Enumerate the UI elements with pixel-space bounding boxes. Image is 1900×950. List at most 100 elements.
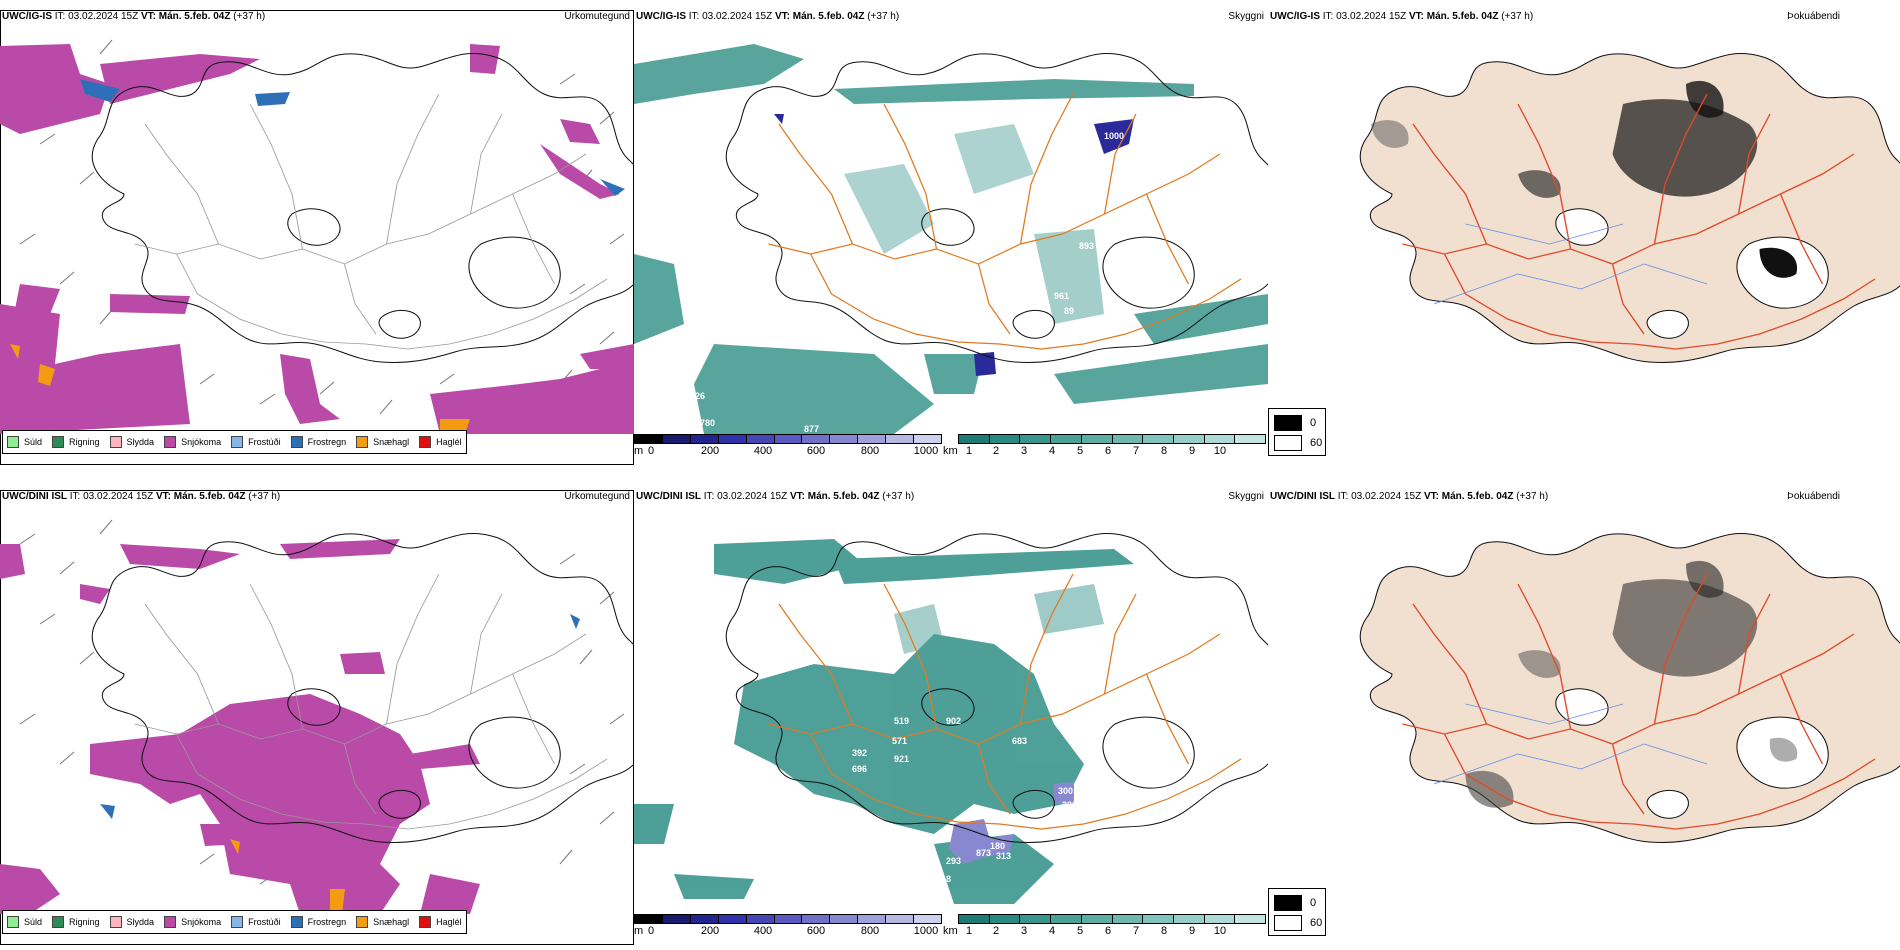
cloud-label: 976 (938, 898, 953, 908)
legend-item: Snjókoma (164, 436, 221, 448)
legend-item: Snæhagl (356, 916, 409, 928)
colorbar-tick: 7 (1132, 445, 1140, 457)
precip-type-map (0, 39, 634, 434)
cloud-label: 902 (946, 716, 961, 726)
cloud-label: 389 (1062, 800, 1077, 810)
legend-swatch (356, 436, 369, 448)
cloud-label: 921 (894, 754, 909, 764)
panel-title: Þokuábendi (1787, 491, 1840, 502)
cloud-label: 392 (852, 748, 867, 758)
fog-legend-row: 60 (1274, 915, 1322, 931)
precip-type-map (0, 519, 634, 914)
colorbar-tick: 8 (1160, 445, 1168, 457)
legend-item: Frostregn (290, 436, 346, 448)
colorbar-tick: 6 (1104, 445, 1112, 457)
legend-swatch (109, 436, 122, 448)
precip-type-panel-1: UWC/IG-IS IT: 03.02.2024 15Z VT: Mán. 5.… (0, 10, 634, 465)
legend-item: Frostregn (290, 916, 346, 928)
colorbar-tick: 2 (992, 925, 1000, 937)
colorbar-tick: 5 (1076, 925, 1084, 937)
colorbar-tick: 400 (753, 445, 773, 457)
panel-header: UWC/DINI ISL IT: 03.02.2024 15Z VT: Mán.… (636, 491, 915, 502)
panel-title: Úrkomutegund (564, 491, 630, 502)
legend-swatch (164, 916, 177, 928)
colorbar-tick: 5 (1076, 445, 1084, 457)
cloud-label: 57 (912, 871, 922, 881)
precip-legend: Súld Rigning Slydda Snjókoma Frostúði Fr… (2, 910, 467, 934)
colorbar-tick: 10 (1213, 925, 1227, 937)
legend-swatch (7, 916, 19, 928)
cloud-label: 1000 (1104, 131, 1124, 141)
colorbar-tick: 2 (992, 445, 1000, 457)
colorbar-tick: 800 (860, 925, 880, 937)
legend-swatch (52, 916, 65, 928)
colorbar-tick: 9 (1188, 925, 1196, 937)
colorbar-tick: 200 (700, 445, 720, 457)
cloud-label: 293 (946, 856, 961, 866)
legend-swatch (164, 436, 177, 448)
colorbar-unit: km (943, 445, 958, 457)
colorbar-unit: m (634, 925, 644, 937)
fog-legend-row: 0 (1274, 895, 1316, 911)
legend-item: Snæhagl (356, 436, 409, 448)
legend-item: Haglél (419, 436, 462, 448)
precip-legend: Súld Rigning Slydda Snjókoma Frostúði Fr… (2, 430, 467, 454)
cloud-colorbar: m 0 200 400 600 800 1000 km 1 2 3 4 5 6 … (634, 914, 1268, 942)
colorbar-tick: 7 (1132, 925, 1140, 937)
legend-item: Rigning (52, 436, 100, 448)
colorbar-tick: 1000 (913, 445, 939, 457)
fog-map (1359, 52, 1900, 364)
colorbar-tick: 9 (1188, 445, 1196, 457)
legend-swatch (419, 916, 432, 928)
cloud-label: 338 (939, 400, 954, 410)
legend-swatch (109, 916, 122, 928)
panel-header: UWC/IG-IS IT: 03.02.2024 15Z VT: Mán. 5.… (636, 11, 900, 22)
colorbar-tick: 6 (1104, 925, 1112, 937)
cloud-label: 252 (1074, 181, 1089, 191)
cloud-label: 313 (996, 851, 1011, 861)
legend-swatch (356, 916, 369, 928)
cloud-label: 961 (1054, 291, 1069, 301)
fog-legend-row: 0 (1274, 415, 1316, 431)
panel-title: Þokuábendi (1787, 11, 1840, 22)
cloud-label: 300 (1058, 786, 1073, 796)
colorbar-tick: 10 (1213, 445, 1227, 457)
colorbar-tick: 8 (1160, 925, 1168, 937)
legend-swatch (419, 436, 432, 448)
colorbar-high (958, 914, 1266, 924)
colorbar-tick: 800 (860, 445, 880, 457)
legend-swatch (290, 436, 303, 448)
colorbar-tick: 0 (647, 925, 655, 937)
colorbar-tick: 1 (965, 445, 973, 457)
colorbar-tick: 200 (700, 925, 720, 937)
cloud-label: 841 (1134, 181, 1149, 191)
colorbar-unit: km (943, 925, 958, 937)
precip-type-panel-2: UWC/DINI ISL IT: 03.02.2024 15Z VT: Mán.… (0, 490, 634, 945)
cloud-label: 893 (1079, 241, 1094, 251)
cloud-label: 877 (804, 424, 819, 434)
legend-swatch (231, 916, 244, 928)
cloud-map: 450 1000 726 252 841 385 721 961 89 787 … (634, 44, 1268, 434)
colorbar-tick: 3 (1020, 925, 1028, 937)
cloud-colorbar: m 0 200 400 600 800 1000 km 1 2 3 4 5 6 … (634, 434, 1268, 462)
legend-item: Snjókoma (164, 916, 221, 928)
cloud-label: 418 (936, 874, 951, 884)
cloud-label: 166 (914, 376, 929, 386)
cloud-label: 787 (680, 368, 695, 378)
cloud-label: 721 (1029, 296, 1044, 306)
cloud-label: 873 (976, 848, 991, 858)
legend-item: Frostúði (231, 916, 281, 928)
fog-panel-1: UWC/IG-IS IT: 03.02.2024 15Z VT: Mán. 5.… (1268, 10, 1900, 465)
cloud-label: 683 (1012, 736, 1027, 746)
panel-header: UWC/DINI ISL IT: 03.02.2024 15Z VT: Mán.… (1270, 491, 1549, 502)
fog-legend: 0 60 (1268, 888, 1326, 936)
fog-map (1359, 532, 1900, 844)
cloud-label: 450 (784, 98, 799, 108)
colorbar-tick: 600 (806, 445, 826, 457)
cloud-label: 696 (852, 764, 867, 774)
cloud-label: 626 (690, 391, 705, 401)
legend-item: Slydda (109, 436, 154, 448)
legend-item: Slydda (109, 916, 154, 928)
panel-header: UWC/IG-IS IT: 03.02.2024 15Z VT: Mán. 5.… (2, 11, 266, 22)
panel-title: Skyggni (1228, 491, 1264, 502)
